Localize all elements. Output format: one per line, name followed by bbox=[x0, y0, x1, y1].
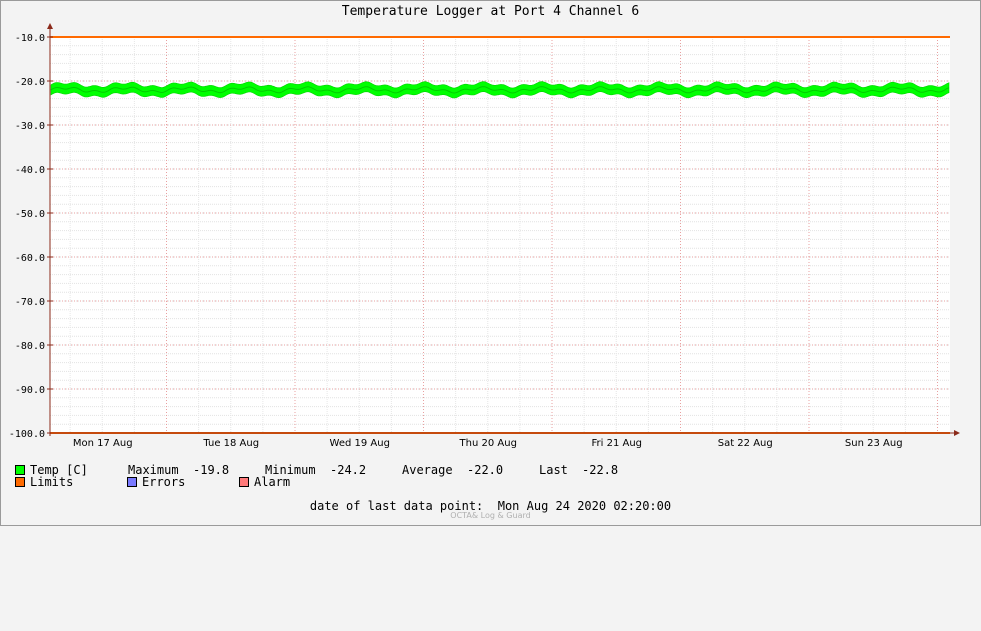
y-tick-label: -40.0 bbox=[15, 165, 45, 176]
x-tick-label: Mon 17 Aug bbox=[73, 438, 133, 449]
legend-min-label: Minimum bbox=[265, 463, 316, 477]
legend-row-limits: Limits Errors Alarm bbox=[15, 475, 290, 587]
legend-avg-label: Average bbox=[402, 463, 453, 477]
limits-swatch bbox=[15, 477, 25, 487]
alarm-swatch bbox=[239, 477, 249, 487]
y-tick-label: -90.0 bbox=[15, 385, 45, 396]
x-tick-label: Sun 23 Aug bbox=[845, 438, 903, 449]
legend-errors-label: Errors bbox=[142, 475, 186, 489]
y-tick-label: -20.0 bbox=[15, 77, 45, 88]
errors-swatch bbox=[127, 477, 137, 487]
chart-title: Temperature Logger at Port 4 Channel 6 bbox=[341, 4, 640, 19]
temp-swatch bbox=[15, 465, 25, 475]
x-tick-label: Thu 20 Aug bbox=[459, 438, 517, 449]
y-tick-label: -60.0 bbox=[15, 253, 45, 264]
series-group bbox=[50, 81, 950, 99]
x-tick-label: Fri 21 Aug bbox=[591, 438, 642, 449]
last-point-label: date of last data point: bbox=[309, 499, 484, 513]
x-tick-label: Tue 18 Aug bbox=[202, 438, 259, 449]
x-tick-label: Wed 19 Aug bbox=[330, 438, 390, 449]
legend-temp-label: Temp [C] bbox=[30, 463, 88, 477]
legend-last-label: Last bbox=[539, 463, 568, 477]
temp-series-line bbox=[50, 86, 950, 94]
y-tick-label: -80.0 bbox=[15, 341, 45, 352]
last-data-point: date of last data point: Mon Aug 24 2020… bbox=[0, 499, 981, 513]
y-tick-label: -30.0 bbox=[15, 121, 45, 132]
legend-min-value: -24.2 bbox=[330, 463, 367, 477]
legend-last-value: -22.8 bbox=[582, 463, 619, 477]
legend-max-label: Maximum bbox=[128, 463, 179, 477]
y-tick-label: -70.0 bbox=[15, 297, 45, 308]
legend-max-value: -19.8 bbox=[193, 463, 230, 477]
plot-background bbox=[50, 37, 950, 433]
x-tick-labels: Mon 17 Aug Tue 18 Aug Wed 19 Aug Thu 20 Aug… bbox=[73, 438, 903, 449]
x-tick-label: Sat 22 Aug bbox=[718, 438, 773, 449]
axes bbox=[47, 23, 960, 436]
y-tick-label: -10.0 bbox=[15, 33, 45, 44]
y-tick-label: -50.0 bbox=[15, 209, 45, 220]
last-point-value: Mon Aug 24 2020 02:20:00 bbox=[497, 499, 672, 513]
legend-row-temp: Temp [C] Maximum -19.8 Minimum -24.2 Ave… bbox=[15, 463, 618, 631]
x-axis-arrow bbox=[954, 430, 960, 436]
y-tick-labels: -10.0 -20.0 -30.0 -40.0 -50.0 -60.0 -70.0 -80.0… bbox=[9, 33, 45, 440]
legend-avg-value: -22.0 bbox=[467, 463, 504, 477]
plot-area: -10.0 -20.0 -30.0 -40.0 -50.0 -60.0 -70.0 -80.0… bbox=[9, 23, 960, 449]
legend-alarm-label: Alarm bbox=[254, 475, 291, 489]
watermark: OCTA& Log & Guard bbox=[450, 511, 531, 520]
y-tick-label: -100.0 bbox=[9, 429, 45, 440]
y-axis-arrow bbox=[47, 23, 53, 29]
legend-limits-label: Limits bbox=[30, 475, 74, 489]
